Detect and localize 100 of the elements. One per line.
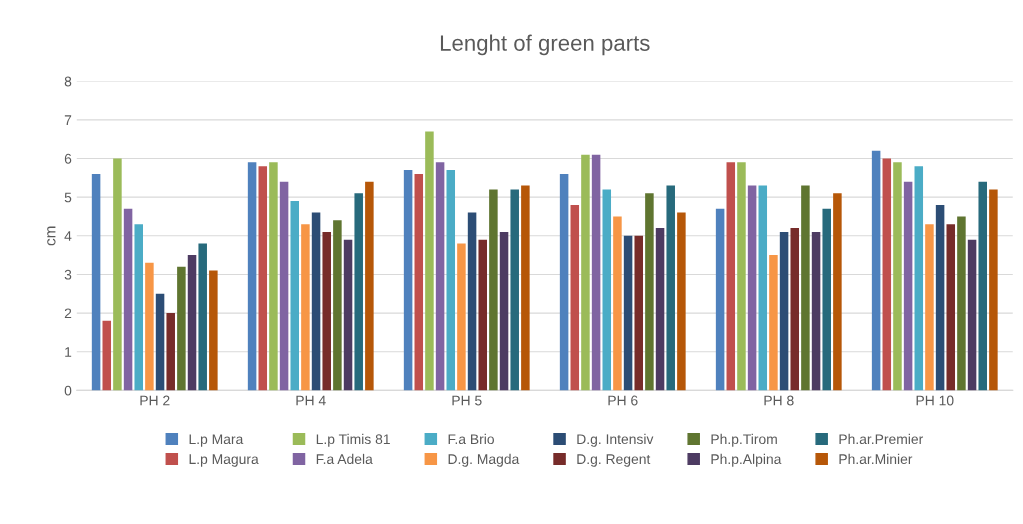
bar <box>365 181 374 391</box>
bar <box>187 255 197 391</box>
x-tick-label: PH 2 <box>140 395 170 406</box>
bar <box>914 166 924 391</box>
bar <box>946 224 956 391</box>
bar <box>478 239 487 391</box>
y-tick-label: 4 <box>64 231 72 241</box>
bar <box>581 154 590 391</box>
bar <box>559 173 569 391</box>
x-tick-label: PH 6 <box>608 395 638 406</box>
bar <box>833 193 842 391</box>
bar <box>758 185 768 391</box>
bar <box>155 293 165 391</box>
bar <box>645 193 654 391</box>
legend-label: L.p Magura <box>189 454 259 467</box>
bar <box>677 212 686 391</box>
bar <box>113 158 122 391</box>
bar <box>457 243 466 391</box>
y-tick-label: 1 <box>65 347 72 357</box>
bar <box>446 170 456 391</box>
bar <box>978 181 987 391</box>
x-tick-label: PH 5 <box>452 395 482 406</box>
bar <box>123 208 133 391</box>
bar <box>925 224 934 391</box>
y-tick-label: 5 <box>64 192 72 203</box>
bar <box>269 162 278 391</box>
bar <box>177 266 186 391</box>
bar <box>91 173 101 391</box>
bar <box>166 313 175 391</box>
bar <box>311 212 321 391</box>
bar <box>258 166 268 391</box>
bar <box>467 212 477 391</box>
bar <box>989 189 998 391</box>
y-tick-label: 6 <box>64 153 72 164</box>
legend-label: Ph.p.Tirom <box>711 433 777 447</box>
legend-label: D.g. Intensiv <box>577 433 654 447</box>
bar <box>967 239 977 391</box>
legend-label: D.g. Magda <box>448 453 520 467</box>
y-tick-label: 2 <box>64 308 72 319</box>
bar <box>613 216 622 391</box>
bar <box>198 243 207 391</box>
bar <box>957 216 966 391</box>
bar <box>435 162 445 391</box>
legend-label: L.p Timis 81 <box>316 433 390 447</box>
bar <box>145 262 154 391</box>
bar <box>747 185 757 391</box>
bar <box>769 255 778 391</box>
bar <box>354 193 363 391</box>
bar <box>322 231 331 391</box>
bar <box>903 181 913 391</box>
x-tick-label: PH 10 <box>916 395 954 406</box>
legend-label: L.p Mara <box>189 434 244 447</box>
bar <box>102 320 112 391</box>
y-tick-label: 0 <box>64 385 72 396</box>
bar <box>935 204 945 391</box>
bar <box>801 185 810 391</box>
bar <box>414 173 424 391</box>
x-tick-label: PH 8 <box>764 395 794 406</box>
y-axis-title: cm <box>47 226 56 246</box>
bar <box>489 189 498 391</box>
bar <box>209 270 218 391</box>
bar <box>570 204 580 391</box>
x-tick-label: PH 4 <box>296 395 326 406</box>
bar <box>893 162 902 391</box>
bar <box>425 131 434 391</box>
bar <box>811 231 821 391</box>
legend-label: D.g. Regent <box>577 454 651 467</box>
legend-label: Ph.p.Alpina <box>711 453 782 467</box>
bar <box>301 224 310 391</box>
y-tick-label: 8 <box>64 76 72 87</box>
bar <box>634 235 644 391</box>
bar <box>655 228 665 391</box>
bar <box>134 224 143 391</box>
bar <box>591 154 601 391</box>
bar <box>279 181 289 391</box>
bar <box>623 235 633 391</box>
bar <box>499 231 509 391</box>
legend-label: F.a Adela <box>316 453 373 465</box>
bar <box>403 170 413 391</box>
legend-label: Ph.ar.Minier <box>839 453 913 465</box>
y-tick-label: 7 <box>64 115 72 125</box>
bar <box>790 228 800 391</box>
bar <box>666 185 675 391</box>
bar <box>822 208 831 391</box>
bar <box>247 162 257 391</box>
bar <box>882 158 892 391</box>
bar <box>333 220 342 391</box>
y-tick-label: 3 <box>64 269 72 280</box>
bar <box>343 239 353 391</box>
bar <box>510 189 519 391</box>
chart-title: Lenght of green parts <box>440 34 650 56</box>
bar <box>521 185 530 391</box>
bar <box>737 162 746 391</box>
bar <box>715 208 725 391</box>
bar <box>871 150 881 391</box>
bar <box>602 189 612 391</box>
legend-label: F.a Brio <box>448 433 494 445</box>
bar <box>779 231 789 391</box>
legend-label: Ph.ar.Premier <box>839 433 924 445</box>
bar <box>726 162 736 391</box>
